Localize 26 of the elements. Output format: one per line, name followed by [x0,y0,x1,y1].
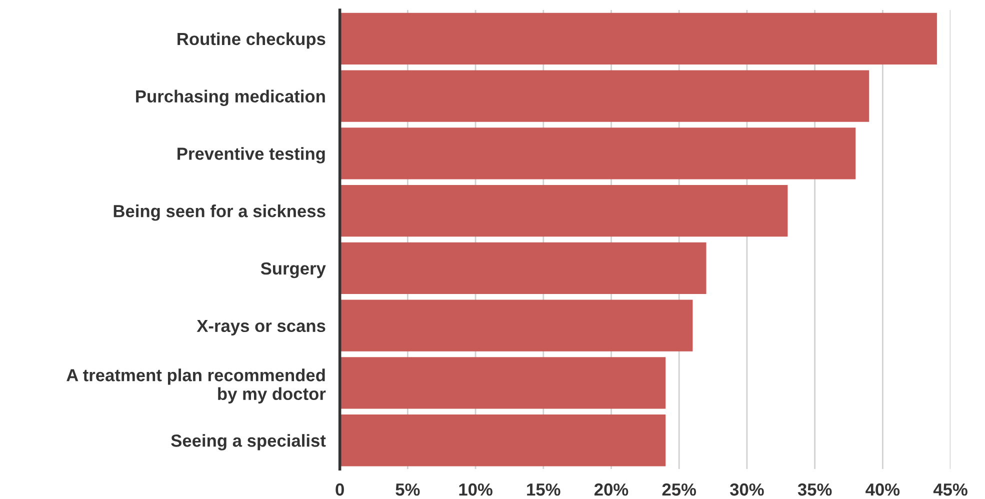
y-tick-label: A treatment plan recommended by my doctor [66,368,326,404]
bar [340,128,856,180]
y-tick-label: Surgery [260,262,326,278]
bar [340,300,693,352]
x-tick-label: 45% [933,483,968,496]
y-tick-label: Seeing a specialist [171,434,326,450]
x-tick-label: 25% [662,483,696,496]
x-tick-label: 15% [527,483,560,496]
bar [340,357,666,409]
y-tick-label: Purchasing medication [136,90,325,106]
y-tick-label: Routine checkups [178,32,326,49]
x-tick-label: 0 [336,483,344,496]
bar [340,185,788,237]
x-tick-label: 10% [459,483,492,496]
x-tick-label: 20% [594,483,628,496]
bar [340,70,870,122]
bar [340,414,666,466]
x-tick-label: 35% [798,483,832,496]
x-tick-label: 40% [866,483,900,496]
bar [340,12,937,64]
x-tick-label: 30% [730,483,764,496]
y-tick-label: X-rays or scans [196,320,326,336]
y-tick-label: Preventive testing [178,147,325,164]
x-tick-label: 5% [396,483,420,496]
bar [340,242,706,294]
y-tick-label: Being seen for a sickness [114,204,326,221]
